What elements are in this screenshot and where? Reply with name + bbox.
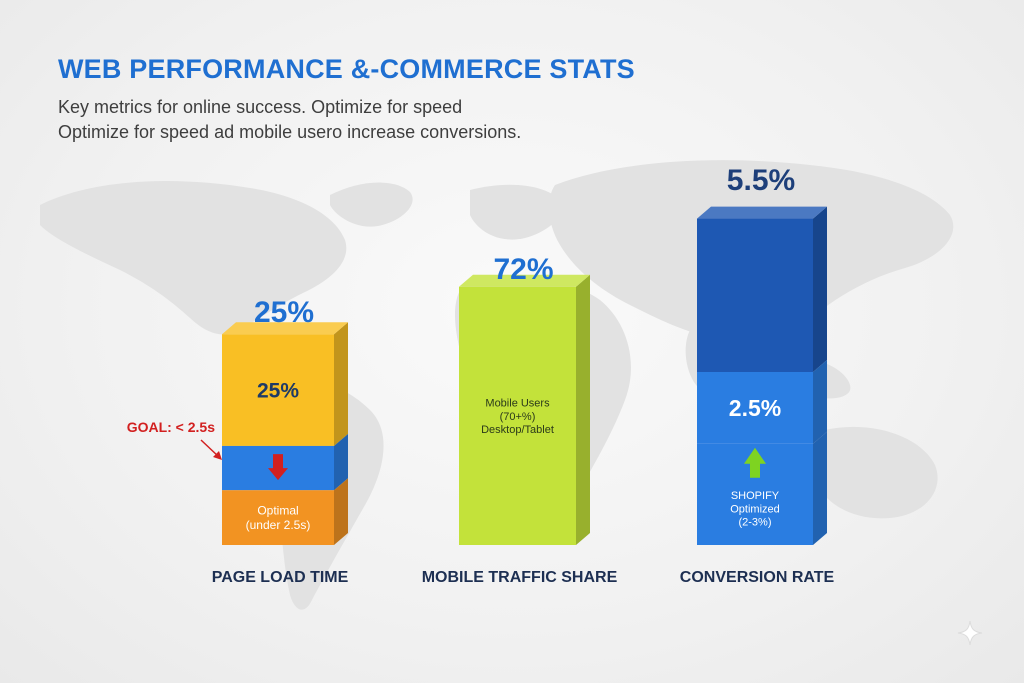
bar-side-3-1 [813, 206, 827, 372]
segment-label-1-3: Optimal (under 2.5s) [246, 503, 311, 532]
segment-label-2-1: Mobile Users (70+%) Desktop/Tablet [481, 397, 554, 436]
value-label-2: 72% [493, 253, 553, 286]
category-label-1: PAGE LOAD TIME [212, 569, 349, 586]
category-label-2: MOBILE TRAFFIC SHARE [422, 569, 618, 586]
bar-top-3 [697, 206, 827, 219]
bar-group-3: 2.5% SHOPIFY Optimized (2-3%) 5.5% CONVERSION… [680, 164, 835, 586]
bar-side-1-2 [334, 433, 348, 491]
goal-annotation: GOAL: < 2.5s [127, 419, 216, 435]
value-label-1: 25% [254, 296, 314, 329]
up-arrow-icon [744, 447, 766, 478]
category-label-3: CONVERSION RATE [680, 569, 835, 586]
bar-segment-3-1 [697, 218, 813, 372]
page-title: WEB PERFORMANCE &-COMMERCE STATS [58, 54, 635, 84]
bar-side-3-2 [813, 359, 827, 444]
segment-label-3-2: 2.5% [729, 395, 781, 421]
bar-segment-1-3 [222, 490, 334, 545]
bar-side-1-1 [334, 322, 348, 446]
bar-segment-3-2 [697, 371, 813, 444]
value-label-3: 5.5% [727, 164, 795, 197]
down-arrow-icon [268, 454, 288, 481]
bar-side-1-3 [334, 478, 348, 545]
subtitle-line-1: Key metrics for online success. Optimize… [58, 97, 463, 117]
segment-label-1-1: 25% [257, 379, 299, 402]
bar-group-1: 25% Optimal (under 2.5s) 25% PAGE LOAD TIME [212, 296, 349, 586]
bar-side-3-3 [813, 431, 827, 545]
goal-pointer-arrowhead [213, 451, 222, 460]
bar-top-1 [222, 322, 348, 335]
sparkle-icon [957, 620, 983, 646]
segment-label-3-3: SHOPIFY Optimized (2-3%) [730, 490, 780, 529]
bar-side-2-1 [576, 274, 590, 545]
subtitle-line-2: Optimize for speed ad mobile usero incre… [58, 122, 522, 142]
bar-top-2 [459, 274, 590, 287]
bar-segment-2-1 [459, 286, 576, 545]
bar-segment-1-1 [222, 334, 334, 446]
bar-group-2: Mobile Users (70+%) Desktop/Tablet 72% MOBIL… [422, 253, 618, 586]
